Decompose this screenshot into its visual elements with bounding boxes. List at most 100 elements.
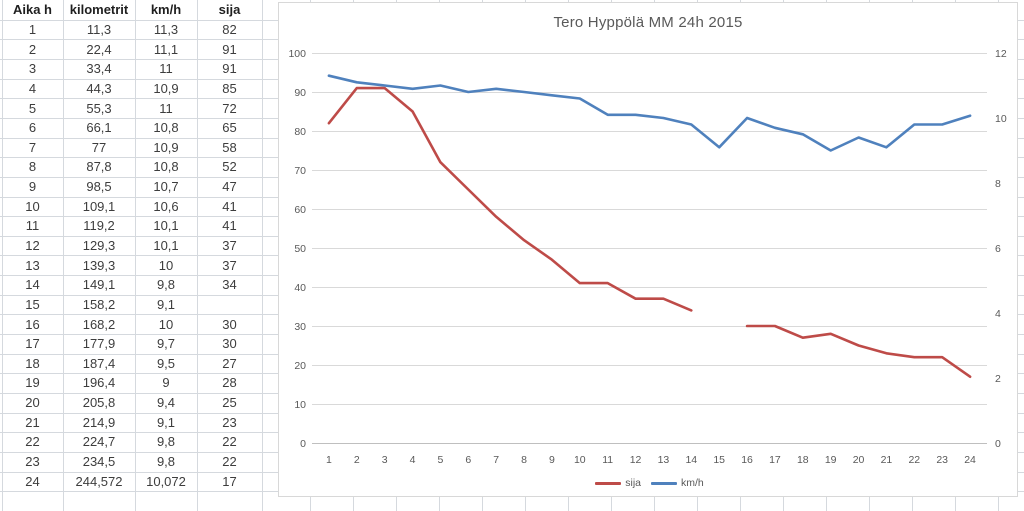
table-cell[interactable]: 20 [25,395,40,411]
table-cell[interactable]: 52 [222,159,237,175]
header-cell[interactable]: kilometrit [69,2,129,18]
table-cell[interactable]: 109,1 [82,198,116,214]
table-cell[interactable]: 205,8 [82,395,116,411]
chart-legend[interactable]: sija km/h [315,477,984,489]
table-cell[interactable]: 41 [222,218,237,234]
chart-panel[interactable]: 0 10 20 30 40 50 60 70 80 90 100 0 2 4 6 8 10 12 1 2 3 4 5 6 7 8 9… [278,2,1018,497]
table-cell[interactable]: 15 [25,296,40,312]
table-cell[interactable]: 65 [222,120,237,136]
table-cell[interactable]: 12 [25,238,40,253]
table-cell[interactable]: 98,5 [86,179,112,195]
table-cell[interactable]: 18 [25,355,40,371]
table-cell[interactable]: 10,9 [153,80,179,96]
table-cell[interactable]: 10,1 [153,218,179,234]
legend-item-km-h[interactable]: km/h [651,477,704,489]
table-cell[interactable]: 10,8 [153,159,179,175]
header-cell[interactable]: sija [218,2,241,18]
table-cell[interactable]: 33,4 [86,61,112,77]
table-cell[interactable]: 41 [222,198,237,214]
table-cell[interactable]: 21 [25,414,40,430]
table-cell[interactable]: 6 [28,120,37,136]
table-cell[interactable]: 58 [222,139,237,155]
table-cell[interactable]: 9,8 [156,454,176,470]
table-cell[interactable]: 17 [25,336,40,352]
table-cell[interactable]: 214,9 [82,414,116,430]
table-cell[interactable]: 17 [222,473,237,489]
table-cell[interactable]: 5 [28,100,37,116]
table-cell[interactable]: 119,2 [83,218,115,234]
table-cell[interactable]: 72 [222,100,237,116]
table-cell[interactable]: 44,3 [86,80,112,96]
table-cell[interactable]: 234,5 [82,454,116,470]
table-cell[interactable]: 244,572 [75,473,123,489]
table-cell[interactable]: 11,3 [153,21,179,37]
table-cell[interactable]: 23 [25,454,40,470]
table-cell[interactable]: 10 [25,198,40,214]
table-cell[interactable]: 1 [28,21,37,37]
table-cell[interactable]: 28 [222,375,237,391]
table-cell[interactable]: 139,3 [82,257,116,273]
table-cell[interactable]: 11 [159,61,173,77]
table-cell[interactable]: 187,4 [82,355,116,371]
table-cell[interactable]: 30 [222,316,237,332]
header-cell[interactable]: km/h [150,2,182,18]
table-cell[interactable]: 10,7 [153,179,179,195]
table-cell[interactable]: 8 [28,159,37,175]
table-cell[interactable]: 19 [25,375,40,391]
table-cell[interactable]: 9,1 [156,296,176,312]
table-cell[interactable]: 91 [222,41,237,57]
table-cell[interactable]: 37 [222,257,237,273]
table-cell[interactable]: 177,9 [82,336,116,352]
table-cell[interactable]: 14 [25,277,40,293]
table-cell[interactable]: 2 [28,41,37,57]
table-cell[interactable]: 149,1 [82,277,116,293]
table-cell[interactable]: 82 [222,21,237,37]
table-cell[interactable]: 3 [28,61,37,77]
table-cell[interactable]: 13 [25,257,40,273]
table-cell[interactable]: 7 [28,139,37,155]
legend-item-sija[interactable]: sija [595,477,641,489]
table-cell[interactable]: 16 [25,316,40,332]
table-cell[interactable]: 224,7 [82,434,116,450]
table-cell[interactable]: 9,8 [156,277,176,293]
series-line-sija[interactable] [745,324,972,379]
table-cell[interactable]: 11 [25,218,40,234]
table-cell[interactable]: 10,1 [153,238,179,253]
table-cell[interactable]: 9,5 [156,355,176,371]
table-cell[interactable]: 87,8 [86,159,112,175]
table-cell[interactable]: 9 [162,375,170,391]
table-cell[interactable]: 10,6 [153,198,179,214]
header-cell[interactable]: Aika h [12,2,52,18]
table-cell[interactable]: 10,072 [146,473,186,489]
table-cell[interactable]: 11,3 [86,21,112,37]
table-cell[interactable]: 22 [25,434,40,450]
table-cell[interactable]: 66,1 [86,120,112,136]
table-cell[interactable]: 129,3 [82,238,116,253]
table-cell[interactable]: 11,1 [153,41,179,57]
table-cell[interactable]: 10 [158,257,174,273]
table-cell[interactable]: 85 [222,80,237,96]
table-cell[interactable]: 9,8 [156,434,176,450]
table-cell[interactable]: 22,4 [86,41,112,57]
table-cell[interactable]: 9,7 [156,336,176,352]
series-line-sija[interactable] [327,86,693,312]
table-cell[interactable]: 77 [91,139,107,155]
table-cell[interactable]: 34 [222,277,237,293]
series-line-km-h[interactable] [327,74,972,152]
table-cell[interactable]: 10 [158,316,174,332]
table-cell[interactable] [197,295,262,315]
table-cell[interactable]: 24 [25,473,40,489]
table-cell[interactable]: 4 [28,80,37,96]
table-cell[interactable]: 37 [222,238,237,253]
table-cell[interactable]: 9,1 [156,414,176,430]
table-cell[interactable]: 9,4 [156,395,176,411]
table-cell[interactable]: 196,4 [82,375,116,391]
table-cell[interactable]: 30 [222,336,237,352]
table-cell[interactable]: 22 [222,434,237,450]
table-cell[interactable]: 91 [222,61,237,77]
table-cell[interactable]: 27 [222,355,237,371]
table-cell[interactable]: 55,3 [86,100,112,116]
table-cell[interactable]: 25 [222,395,237,411]
table-cell[interactable]: 10,8 [153,120,179,136]
table-cell[interactable]: 9 [28,179,37,195]
